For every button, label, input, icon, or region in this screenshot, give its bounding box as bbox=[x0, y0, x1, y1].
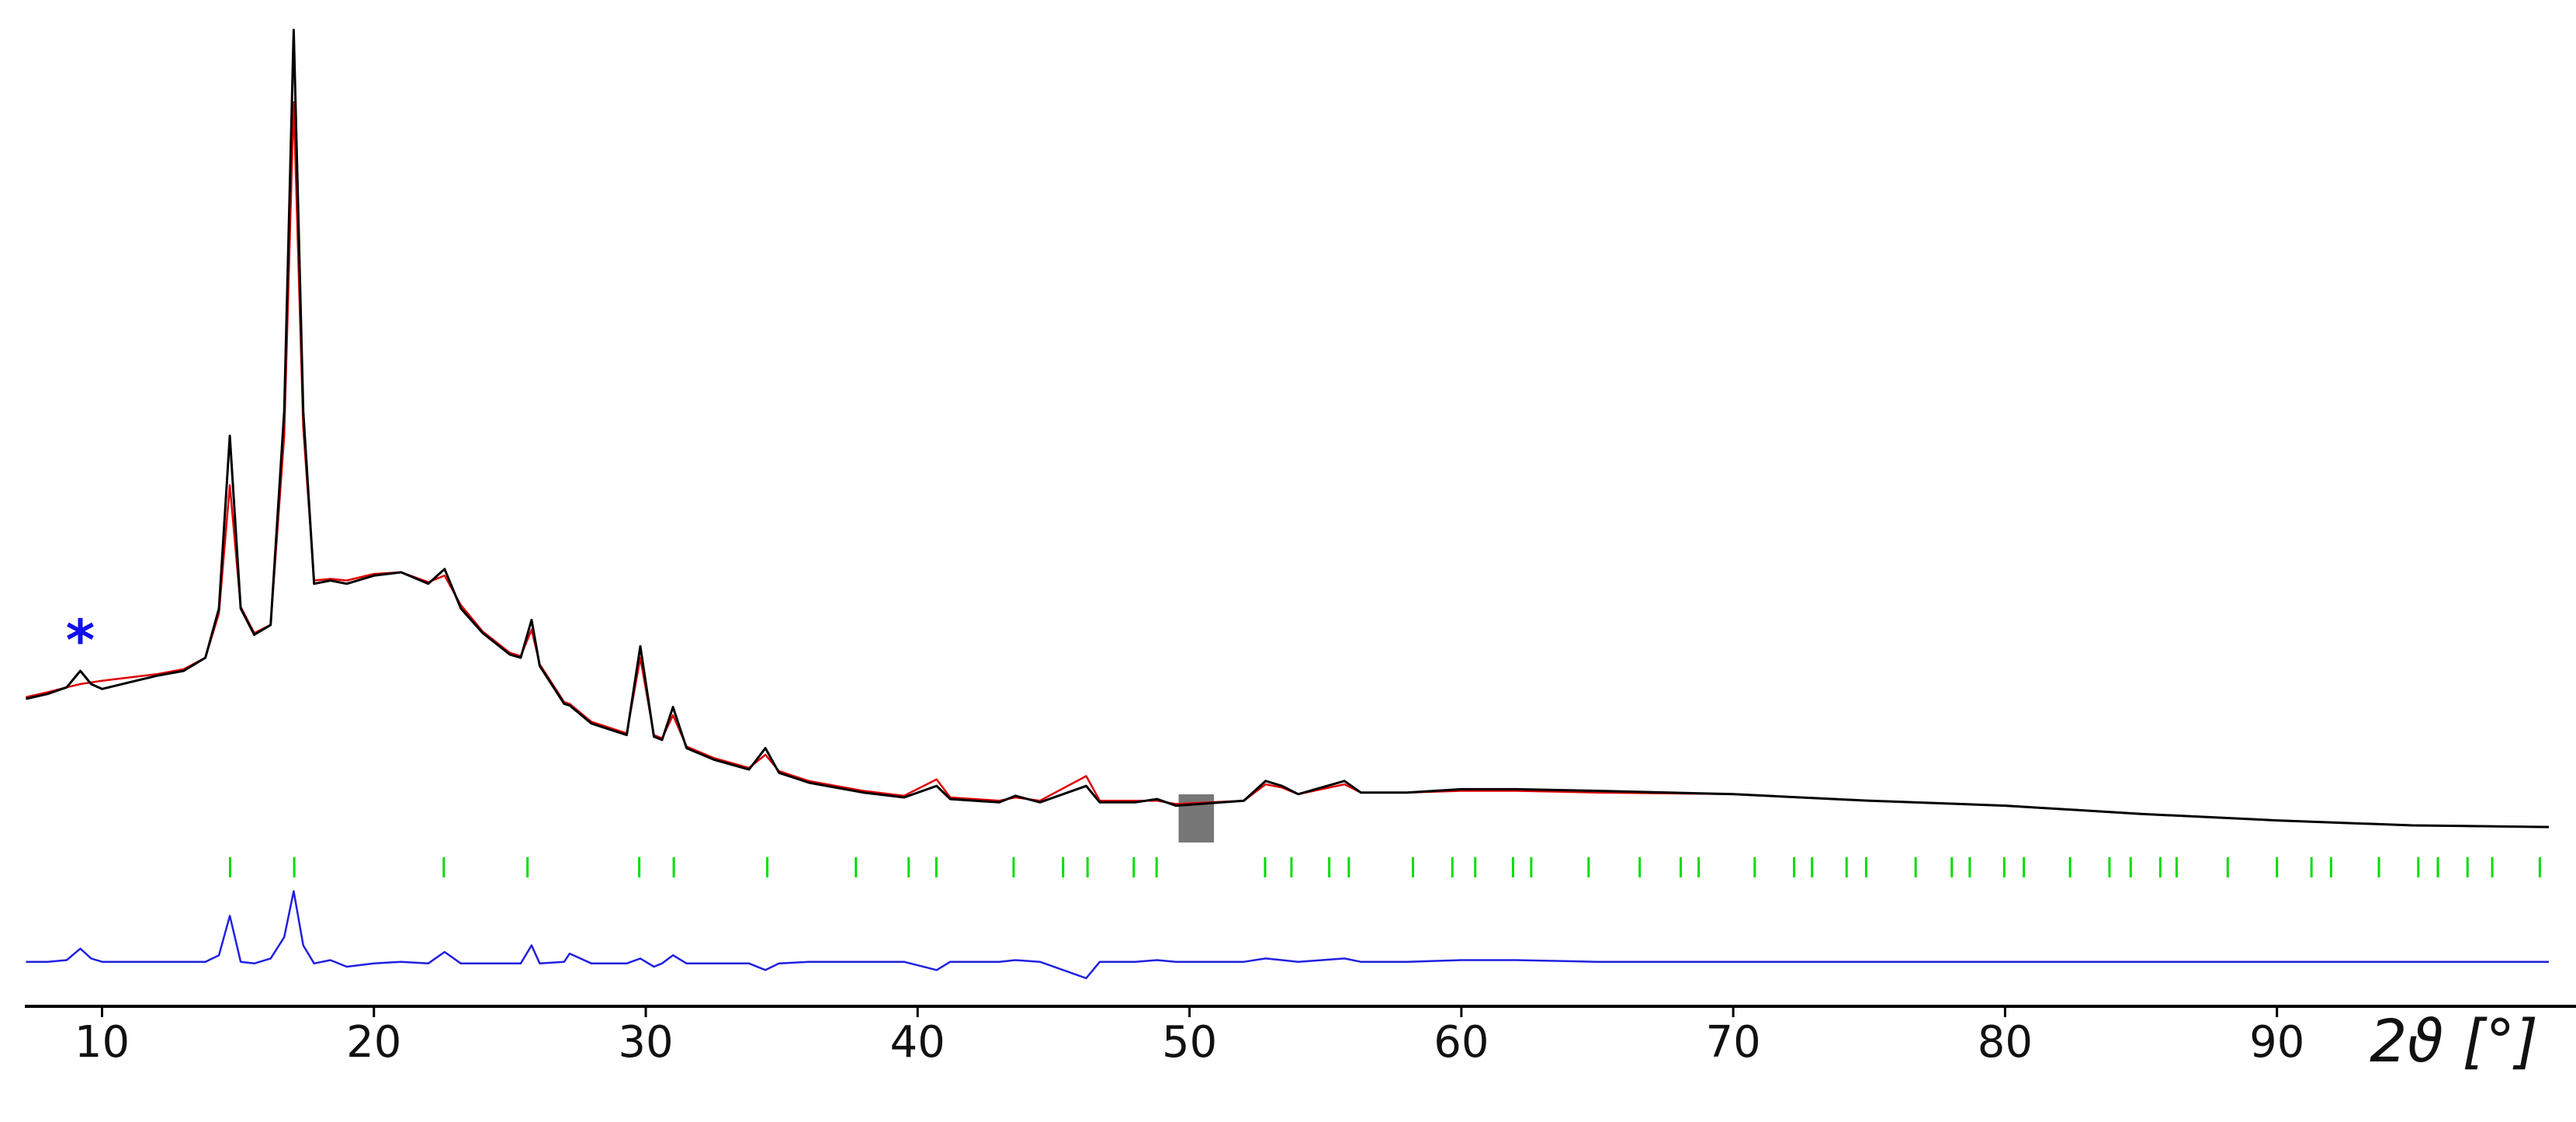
annotation: * bbox=[66, 608, 95, 673]
x-tick-label: 10 bbox=[75, 1017, 130, 1068]
series-line bbox=[26, 101, 2550, 828]
x-tick-label: 60 bbox=[1434, 1017, 1489, 1068]
x-axis-label: 2ϑ [°] bbox=[2370, 1006, 2538, 1075]
x-tick-label: 80 bbox=[1978, 1017, 2033, 1068]
x-tick-label: 40 bbox=[890, 1017, 945, 1068]
x-tick-label: 20 bbox=[346, 1017, 401, 1068]
series-line bbox=[26, 29, 2550, 828]
x-tick-label: 70 bbox=[1706, 1017, 1761, 1068]
x-tick-label: 50 bbox=[1162, 1017, 1217, 1068]
x-tick-label: 30 bbox=[618, 1017, 673, 1068]
x-tick-label: 90 bbox=[2249, 1017, 2304, 1068]
series-line bbox=[26, 890, 2549, 980]
